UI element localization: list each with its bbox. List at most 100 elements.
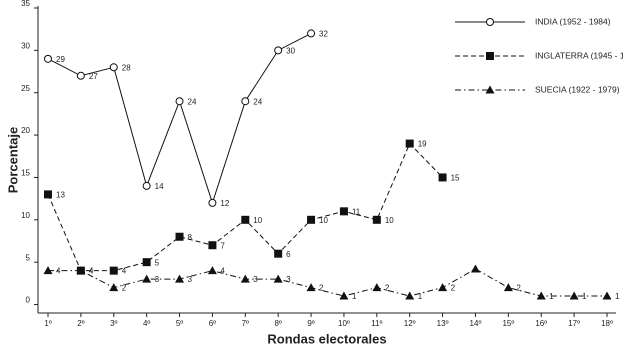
point bbox=[307, 29, 316, 38]
data-label: 7 bbox=[220, 241, 225, 250]
point bbox=[142, 181, 151, 190]
legend-label: INDIA (1952 - 1984) bbox=[535, 16, 611, 26]
x-tick-label: 14º bbox=[470, 319, 482, 328]
data-label: 3 bbox=[286, 275, 291, 284]
series-line bbox=[47, 32, 312, 205]
point bbox=[241, 97, 250, 106]
data-label: 32 bbox=[319, 30, 328, 39]
data-label: 29 bbox=[56, 55, 65, 64]
data-label: 4 bbox=[89, 267, 94, 276]
point bbox=[76, 71, 85, 80]
point bbox=[240, 274, 250, 283]
x-tick-label: 17º bbox=[568, 319, 580, 328]
data-label: 2 bbox=[385, 284, 390, 293]
data-label: 3 bbox=[253, 275, 258, 284]
data-label: 13 bbox=[56, 190, 65, 199]
x-tick-label: 7º bbox=[242, 319, 249, 328]
point bbox=[503, 283, 513, 292]
x-axis-title: Rondas electorales bbox=[267, 331, 386, 346]
data-label: 11 bbox=[352, 207, 361, 216]
legend-label: SUECIA (1922 - 1979) bbox=[535, 84, 620, 94]
data-label: 2 bbox=[516, 284, 521, 293]
point bbox=[274, 46, 283, 55]
x-tick-label: 15º bbox=[502, 319, 514, 328]
point bbox=[43, 266, 53, 275]
point bbox=[207, 266, 217, 275]
data-label: 1 bbox=[582, 292, 587, 301]
series-line bbox=[48, 268, 607, 297]
x-tick-label: 9º bbox=[307, 319, 314, 328]
x-tick-label: 6º bbox=[209, 319, 216, 328]
data-label: 8 bbox=[188, 233, 193, 242]
y-tick-label: 15 bbox=[21, 169, 30, 178]
point bbox=[109, 63, 118, 72]
x-tick-label: 1º bbox=[44, 319, 51, 328]
point bbox=[175, 274, 185, 283]
point bbox=[372, 283, 382, 292]
data-label: 27 bbox=[89, 72, 98, 81]
data-label: 30 bbox=[286, 46, 295, 55]
data-label: 1 bbox=[615, 292, 620, 301]
x-tick-label: 16º bbox=[535, 319, 547, 328]
point bbox=[76, 266, 86, 275]
point bbox=[142, 258, 151, 267]
point bbox=[241, 215, 250, 224]
point bbox=[274, 249, 283, 258]
data-label: 1 bbox=[352, 292, 357, 301]
data-label: 2 bbox=[319, 284, 324, 293]
point bbox=[486, 52, 494, 60]
point bbox=[405, 291, 415, 300]
x-tick-label: 4º bbox=[143, 319, 150, 328]
y-tick-label: 20 bbox=[21, 126, 30, 135]
data-label: 24 bbox=[188, 97, 197, 106]
data-label: 5 bbox=[155, 258, 160, 267]
point bbox=[339, 207, 348, 216]
data-label: 12 bbox=[220, 199, 229, 208]
point bbox=[405, 139, 414, 148]
y-tick-label: 10 bbox=[21, 211, 30, 220]
x-tick-label: 18º bbox=[601, 319, 613, 328]
point bbox=[44, 190, 52, 199]
point bbox=[485, 85, 495, 94]
x-tick-label: 13º bbox=[437, 319, 449, 328]
point bbox=[536, 291, 546, 300]
point bbox=[470, 264, 480, 273]
data-label: 1 bbox=[549, 292, 554, 301]
data-label: 3 bbox=[188, 275, 193, 284]
point bbox=[208, 198, 217, 207]
point bbox=[273, 274, 283, 283]
data-label: 10 bbox=[385, 216, 394, 225]
x-tick-label: 5º bbox=[176, 319, 183, 328]
point bbox=[339, 291, 349, 300]
point bbox=[438, 283, 448, 292]
data-label: 4 bbox=[220, 267, 225, 276]
y-tick-label: 30 bbox=[21, 41, 30, 50]
point bbox=[306, 283, 316, 292]
y-tick-label: 25 bbox=[21, 84, 30, 93]
point bbox=[109, 283, 119, 292]
data-label: 1 bbox=[418, 292, 423, 301]
data-label: 10 bbox=[253, 216, 262, 225]
data-label: 14 bbox=[155, 182, 164, 191]
point bbox=[307, 215, 316, 224]
data-label: 4 bbox=[89, 267, 94, 276]
data-label: 10 bbox=[319, 216, 328, 225]
series-line bbox=[47, 142, 443, 272]
x-tick-label: 3º bbox=[110, 319, 117, 328]
data-label: 6 bbox=[286, 250, 291, 259]
x-tick-label: 12º bbox=[404, 319, 416, 328]
data-label: 28 bbox=[122, 63, 131, 72]
x-tick-label: 8º bbox=[274, 319, 281, 328]
x-tick-label: 10º bbox=[338, 319, 350, 328]
data-label: 3 bbox=[155, 275, 160, 284]
y-tick-label: 0 bbox=[26, 296, 31, 305]
point bbox=[569, 291, 579, 300]
y-tick-label: 35 bbox=[21, 0, 30, 8]
point bbox=[208, 241, 217, 250]
point bbox=[438, 173, 447, 182]
point bbox=[175, 232, 184, 241]
data-label: 2 bbox=[122, 284, 127, 293]
y-tick-label: 5 bbox=[26, 253, 31, 262]
data-label: 19 bbox=[418, 140, 427, 149]
